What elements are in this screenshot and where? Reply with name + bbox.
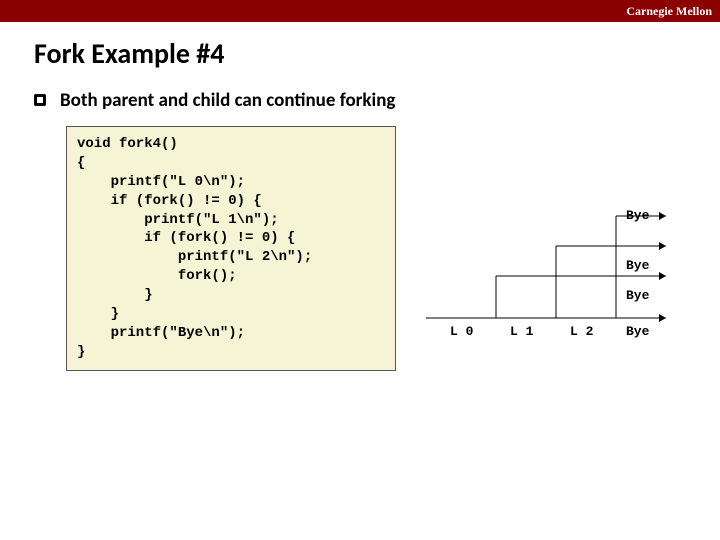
code-box: void fork4() { printf("L 0\n"); if (fork… — [66, 126, 396, 371]
brand-text: Carnegie Mellon — [626, 4, 712, 19]
diagram-label: Bye — [626, 324, 649, 339]
slide-title: Fork Example #4 — [34, 36, 720, 71]
diagram-label: L 2 — [570, 324, 593, 339]
diagram-label: Bye — [626, 288, 649, 303]
bullet-row: Both parent and child can continue forki… — [34, 89, 720, 112]
bullet-text: Both parent and child can continue forki… — [60, 89, 395, 112]
header-bar: Carnegie Mellon — [0, 0, 720, 22]
content-row: void fork4() { printf("L 0\n"); if (fork… — [66, 126, 720, 371]
diagram-label: Bye — [626, 258, 649, 273]
bullet-marker-icon — [34, 94, 46, 106]
process-tree-diagram: L 0 L 1 L 2 Bye Bye Bye Bye — [416, 166, 676, 366]
diagram-label: Bye — [626, 208, 649, 223]
diagram-label: L 1 — [510, 324, 533, 339]
diagram-label: L 0 — [450, 324, 473, 339]
